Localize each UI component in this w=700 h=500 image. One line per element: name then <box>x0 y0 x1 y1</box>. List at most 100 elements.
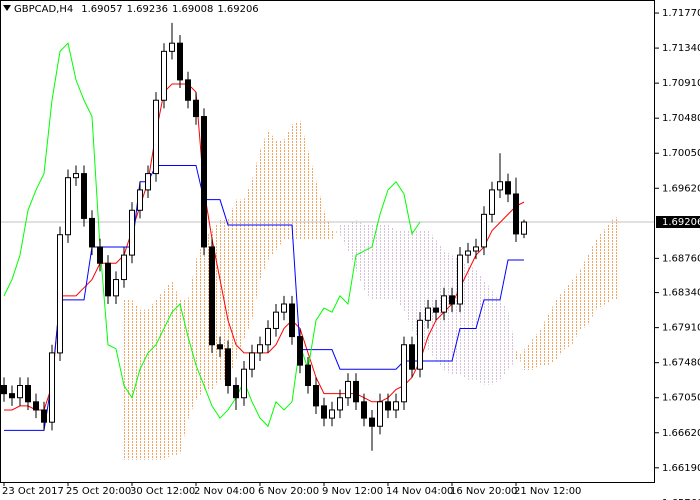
cloud-segment <box>236 199 244 361</box>
candle-body <box>481 213 487 248</box>
cloud-segment <box>428 229 436 361</box>
indicator-line <box>3 42 421 428</box>
candle-body <box>401 344 407 403</box>
cloud-segment <box>140 309 148 460</box>
candle-body <box>129 209 135 256</box>
plot-area <box>1 22 654 460</box>
candle-body <box>177 42 183 81</box>
cloud-segment <box>124 299 132 460</box>
cloud-segment <box>548 299 556 366</box>
cloud-segment <box>412 229 420 340</box>
candle-body <box>497 181 503 191</box>
candle-body <box>457 254 463 305</box>
cloud-segment <box>524 339 532 371</box>
candle-body <box>41 409 47 423</box>
candle-body <box>249 352 255 370</box>
candle-body <box>25 385 31 403</box>
ohlc-value: 1.69236 <box>127 4 168 15</box>
candle-body <box>1 385 7 395</box>
candle-body <box>201 116 207 248</box>
candle-body <box>441 295 447 313</box>
indicator-line <box>4 83 525 411</box>
cloud-segment <box>292 119 300 240</box>
ohlc-value: 1.69206 <box>217 4 258 15</box>
cloud-segment <box>324 210 332 240</box>
candle-body <box>385 401 391 411</box>
y-tick-label: 1.67910 <box>662 323 700 334</box>
candle-body <box>89 217 95 248</box>
candle-body <box>73 173 79 179</box>
cloud-segment <box>164 280 172 460</box>
candle-body <box>289 303 295 338</box>
cloud-segment <box>612 215 620 300</box>
cloud-segment <box>476 269 484 385</box>
cloud-segment <box>188 259 196 420</box>
candle-body <box>425 307 431 321</box>
y-tick-label: 1.67050 <box>662 393 700 404</box>
candle-body <box>57 234 63 354</box>
cloud-segment <box>596 229 604 310</box>
cloud-segment <box>340 224 348 251</box>
candle-body <box>33 401 39 411</box>
cloud-segment <box>532 330 540 371</box>
candle-body <box>521 221 527 235</box>
candle-body <box>169 42 175 52</box>
candle-body <box>329 409 335 419</box>
candle-body <box>489 189 495 215</box>
candle-body <box>353 380 359 403</box>
cloud-segment <box>276 140 284 251</box>
y-tick-label: 1.70050 <box>662 148 700 159</box>
cloud-segment <box>484 280 492 385</box>
cloud-segment <box>396 229 404 310</box>
candle-body <box>377 401 383 427</box>
cloud-segment <box>588 239 596 326</box>
candle-body <box>409 344 415 370</box>
candle-body <box>193 99 199 118</box>
y-tick-label: 1.65760 <box>662 498 700 500</box>
cloud-segment <box>500 299 508 380</box>
cloud-segment <box>308 149 316 240</box>
cloud-segment <box>516 349 524 371</box>
candle-body <box>225 348 231 387</box>
candle-body <box>145 173 151 191</box>
candle-body <box>105 262 111 297</box>
cloud-segment <box>556 290 564 361</box>
candle-body <box>465 250 471 256</box>
price-box <box>656 216 700 229</box>
candle-body <box>337 397 343 411</box>
cloud-segment <box>156 290 164 460</box>
cloud-segment <box>196 239 204 401</box>
cloud-segment <box>388 224 396 300</box>
candle-body <box>9 393 15 399</box>
cloud-segment <box>356 220 364 291</box>
y-tick-label: 1.69620 <box>662 183 700 194</box>
candle-body <box>361 401 367 419</box>
y-tick-label: 1.68760 <box>662 253 700 264</box>
cloud-segment <box>244 180 252 340</box>
candle-body <box>345 380 351 399</box>
candle-body <box>369 417 375 427</box>
y-tick-label: 1.67480 <box>662 358 700 369</box>
y-tick-label: 1.70480 <box>662 113 700 124</box>
symbol-label: GBPCAD,H4 <box>14 4 73 15</box>
cloud-segment <box>572 269 580 345</box>
candle-body <box>281 303 287 313</box>
candle-body <box>137 189 143 211</box>
candle-body <box>273 311 279 329</box>
y-tick-label: 1.68340 <box>662 288 700 299</box>
cloud-segment <box>380 224 388 300</box>
candle-body <box>257 344 263 354</box>
candle-body <box>161 50 167 101</box>
candle-body <box>217 344 223 350</box>
header: GBPCAD,H4 1.69057 1.69236 1.69008 1.69206 <box>3 4 259 15</box>
candle-body <box>505 181 511 195</box>
ohlc-value: 1.69057 <box>81 4 122 15</box>
cloud-segment <box>436 239 444 371</box>
cloud-segment <box>540 315 548 366</box>
cloud-segment <box>228 199 236 380</box>
ohlc-value: 1.69008 <box>172 4 213 15</box>
cloud-segment <box>492 290 500 385</box>
x-tick-label: 30 Oct 12:00 <box>130 486 195 497</box>
candle-body <box>393 401 399 411</box>
cloud-segment <box>316 180 324 240</box>
